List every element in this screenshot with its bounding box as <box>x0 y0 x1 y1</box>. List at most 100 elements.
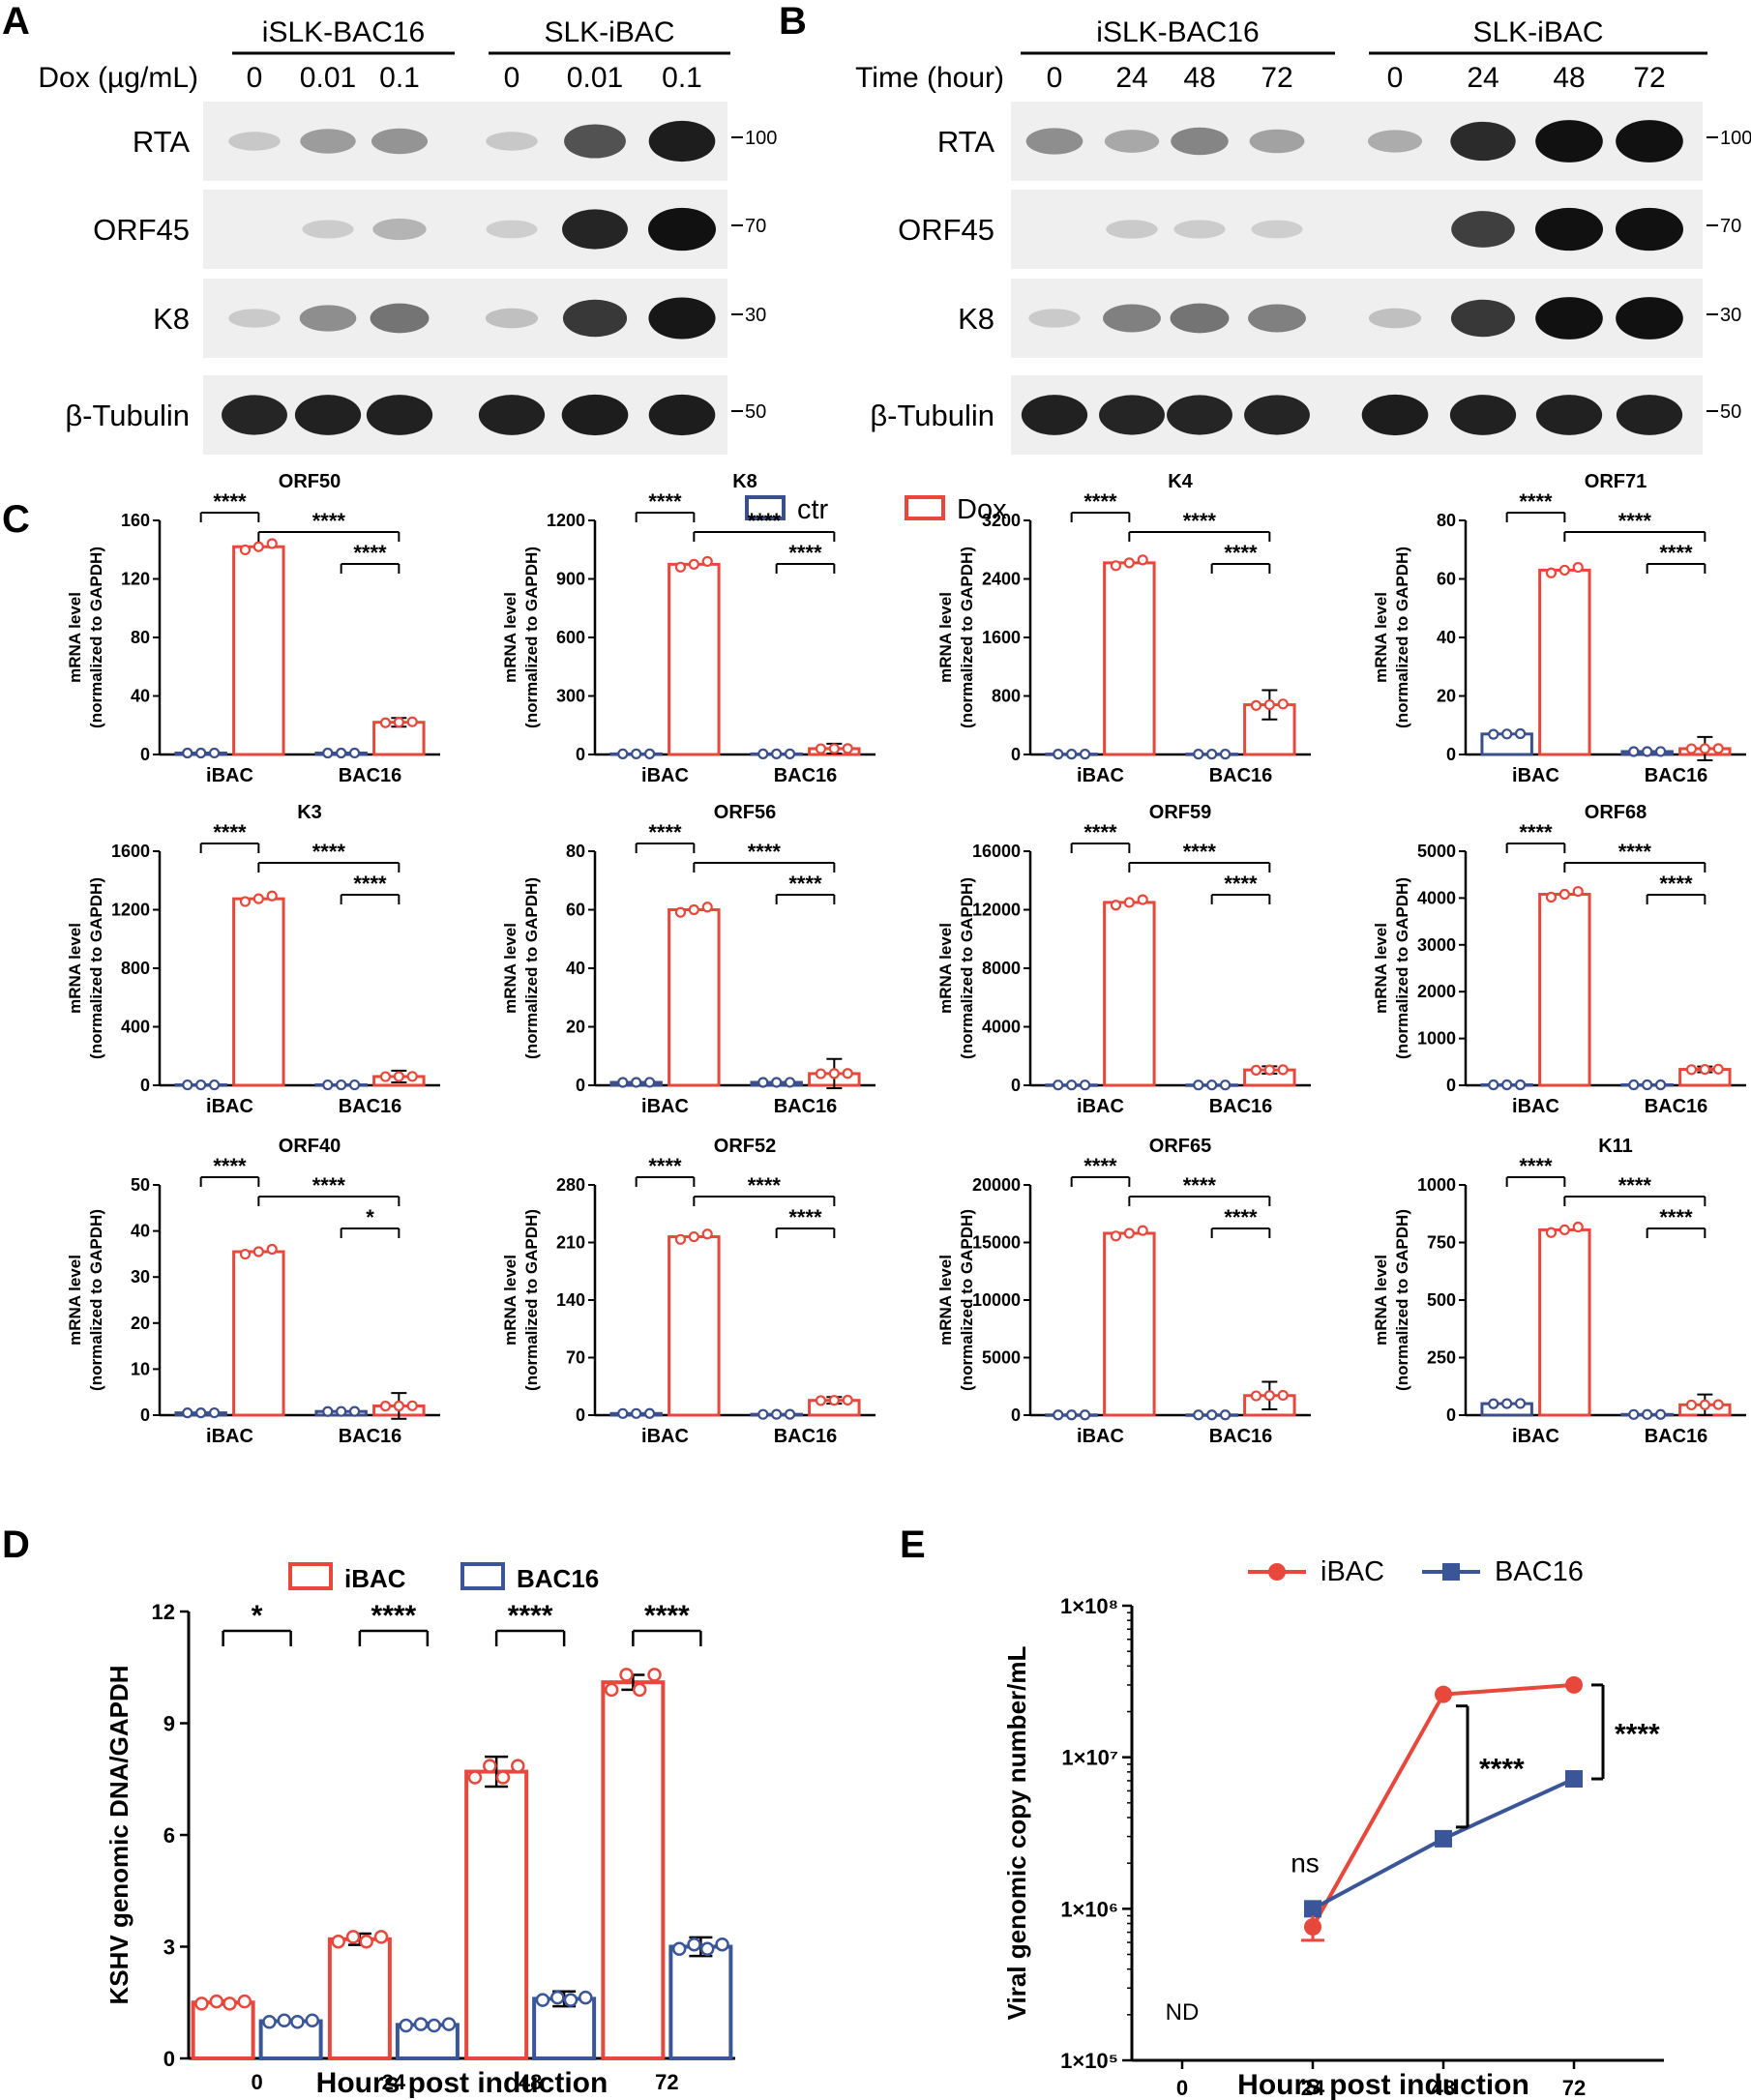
data-point <box>619 1668 634 1682</box>
bar-dox <box>1103 1231 1156 1417</box>
bar-dox <box>232 545 285 756</box>
band <box>562 209 628 250</box>
bar-bac16 <box>668 1944 733 2060</box>
band <box>1535 297 1603 340</box>
data-point <box>1206 1409 1218 1421</box>
significance-label: **** <box>508 1600 553 1632</box>
y-axis-label: mRNA level (normalized to GAPDH) <box>1372 547 1411 728</box>
significance-label: **** <box>1183 1173 1217 1198</box>
y-tick-label: 0 <box>140 1076 150 1095</box>
y-tick-label: 0 <box>576 1405 585 1425</box>
data-point <box>1193 1080 1204 1091</box>
data-point <box>336 1079 347 1091</box>
data-point <box>771 1408 783 1420</box>
band <box>1251 220 1303 239</box>
marker-label: 50 <box>1720 401 1741 423</box>
protein-label: K8 <box>153 302 190 336</box>
data-point <box>647 1668 662 1682</box>
y-axis-label-line: (normalized to GAPDH) <box>87 877 105 1059</box>
y-axis-label-line: mRNA level <box>66 1255 84 1346</box>
significance-label: **** <box>1083 1154 1117 1178</box>
data-point <box>208 1406 221 1419</box>
data-point <box>1263 1390 1275 1402</box>
y-tick-label: 280 <box>556 1175 585 1195</box>
y-tick-label: 0 <box>1011 1076 1021 1095</box>
data-point <box>252 541 264 552</box>
x-category-label: iBAC <box>1512 765 1559 786</box>
y-tick-label: 16000 <box>972 842 1021 861</box>
y-tick-label: 60 <box>1437 570 1456 589</box>
y-axis-label-line: (normalized to GAPDH) <box>522 547 541 728</box>
data-point <box>348 747 361 759</box>
y-tick-label: 4000 <box>1417 888 1456 907</box>
chart-title: ORF68 <box>1585 802 1647 823</box>
x-axis-label: Hours post induction <box>1237 2069 1529 2100</box>
data-point <box>1053 749 1064 760</box>
data-point <box>194 1996 209 2011</box>
x-category-label: BAC16 <box>1645 1096 1708 1117</box>
data-point <box>1277 698 1289 710</box>
data-point <box>828 1395 840 1406</box>
x-category-label: 72 <box>655 2070 678 2094</box>
data-point <box>331 1935 345 1949</box>
data-point <box>1488 1079 1499 1091</box>
data-point <box>674 906 687 918</box>
y-axis-label-line: mRNA level <box>66 923 84 1014</box>
band <box>1244 395 1310 435</box>
legend-label: BAC16 <box>517 1564 599 1593</box>
significance-label: **** <box>648 489 682 514</box>
chart-title: ORF50 <box>279 471 341 492</box>
y-tick-label: 12 <box>152 1600 175 1624</box>
y-tick-label: 210 <box>556 1233 585 1253</box>
data-point <box>1545 1227 1558 1238</box>
data-point <box>1219 1409 1232 1421</box>
bar-dox <box>1538 568 1591 756</box>
y-tick-label: 10000 <box>972 1290 1021 1310</box>
data-point <box>842 1068 853 1080</box>
band <box>228 309 281 328</box>
y-axis-label-line: mRNA level <box>501 592 519 683</box>
data-point <box>1250 699 1262 711</box>
data-point-bac16 <box>1565 1770 1583 1789</box>
band <box>1450 121 1516 162</box>
x-category-label: iBAC <box>1077 1096 1124 1117</box>
bar-dox <box>232 897 285 1087</box>
band <box>562 299 628 338</box>
y-tick-label: 6 <box>163 1823 175 1848</box>
data-point <box>1219 1080 1232 1091</box>
y-tick-label: 500 <box>1427 1290 1456 1310</box>
data-point <box>688 903 699 916</box>
significance-label: **** <box>1659 1205 1693 1229</box>
data-point <box>413 2017 429 2031</box>
data-point <box>815 1395 827 1406</box>
x-category-label: BAC16 <box>339 1096 402 1117</box>
data-point <box>223 1996 237 2011</box>
data-point <box>842 743 853 754</box>
lane-label: 72 <box>1633 62 1665 94</box>
data-point <box>322 1079 334 1091</box>
significance-label: **** <box>1659 872 1693 896</box>
data-point <box>757 748 769 760</box>
data-point <box>1079 749 1091 760</box>
data-point <box>1079 1409 1091 1421</box>
x-category-label: BAC16 <box>1209 1096 1273 1117</box>
data-point <box>1654 1408 1667 1420</box>
y-tick-label: 1×10⁶ <box>1060 1897 1118 1921</box>
panel-letter: A <box>2 0 30 43</box>
data-point <box>1110 560 1122 572</box>
band <box>1099 395 1165 435</box>
y-axis-label-line: (normalized to GAPDH) <box>87 547 105 728</box>
significance-label: **** <box>371 1600 417 1632</box>
y-tick-label: 1×10⁵ <box>1060 2049 1118 2073</box>
bar-chart-orf59: ORF59 mRNA level (normalized to GAPDH) 0 400… <box>936 802 1311 1117</box>
data-point <box>1263 698 1275 711</box>
data-point <box>1685 1399 1698 1411</box>
band <box>228 132 281 151</box>
data-point <box>1685 743 1698 754</box>
bar-dox <box>668 1235 721 1417</box>
data-point <box>1137 554 1148 566</box>
bar-chart-k8: K8 mRNA level (normalized to GAPDH) 0 300 600… <box>501 471 876 786</box>
data-point <box>1123 897 1135 908</box>
significance-label: **** <box>1615 1718 1660 1750</box>
